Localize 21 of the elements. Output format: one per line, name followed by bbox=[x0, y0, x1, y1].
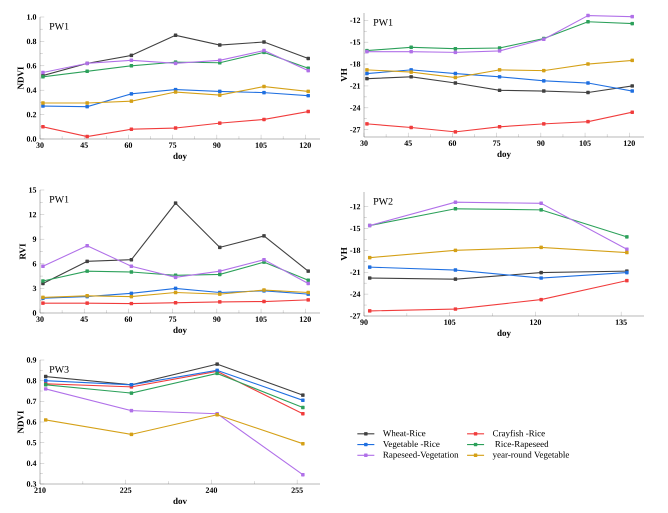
chart-title: PW2 bbox=[373, 198, 393, 205]
legend-label: Rice-Rapeseed bbox=[495, 440, 548, 449]
x-axis-title: dov bbox=[173, 498, 187, 504]
chart-title: PW1 bbox=[49, 22, 68, 30]
y-axis-title: VH bbox=[340, 68, 348, 82]
x-axis-title: doy bbox=[173, 326, 187, 335]
y-axis-title: NDVI bbox=[18, 410, 24, 434]
y-axis-title: RVI bbox=[20, 244, 26, 260]
y-axis-title: VH bbox=[340, 247, 348, 261]
x-axis-title: doy bbox=[497, 330, 511, 338]
x-axis-title: doy bbox=[173, 152, 187, 161]
legend-label: Vegetable -Rice bbox=[382, 440, 440, 449]
chart-title: PW1 bbox=[373, 18, 392, 26]
chart-title: PW3 bbox=[49, 366, 69, 373]
legend-label: Crayfish -Rice bbox=[492, 430, 545, 438]
legend-label: Rapeseed-Vegetation bbox=[383, 451, 458, 460]
legend-label: Wheat-Rice bbox=[382, 430, 426, 436]
y-axis-title: NDVI bbox=[18, 66, 24, 90]
chart-title: PW1 bbox=[49, 196, 68, 203]
legend-label: year-round Vegetable bbox=[492, 451, 570, 460]
x-axis-title: doy bbox=[497, 150, 511, 159]
